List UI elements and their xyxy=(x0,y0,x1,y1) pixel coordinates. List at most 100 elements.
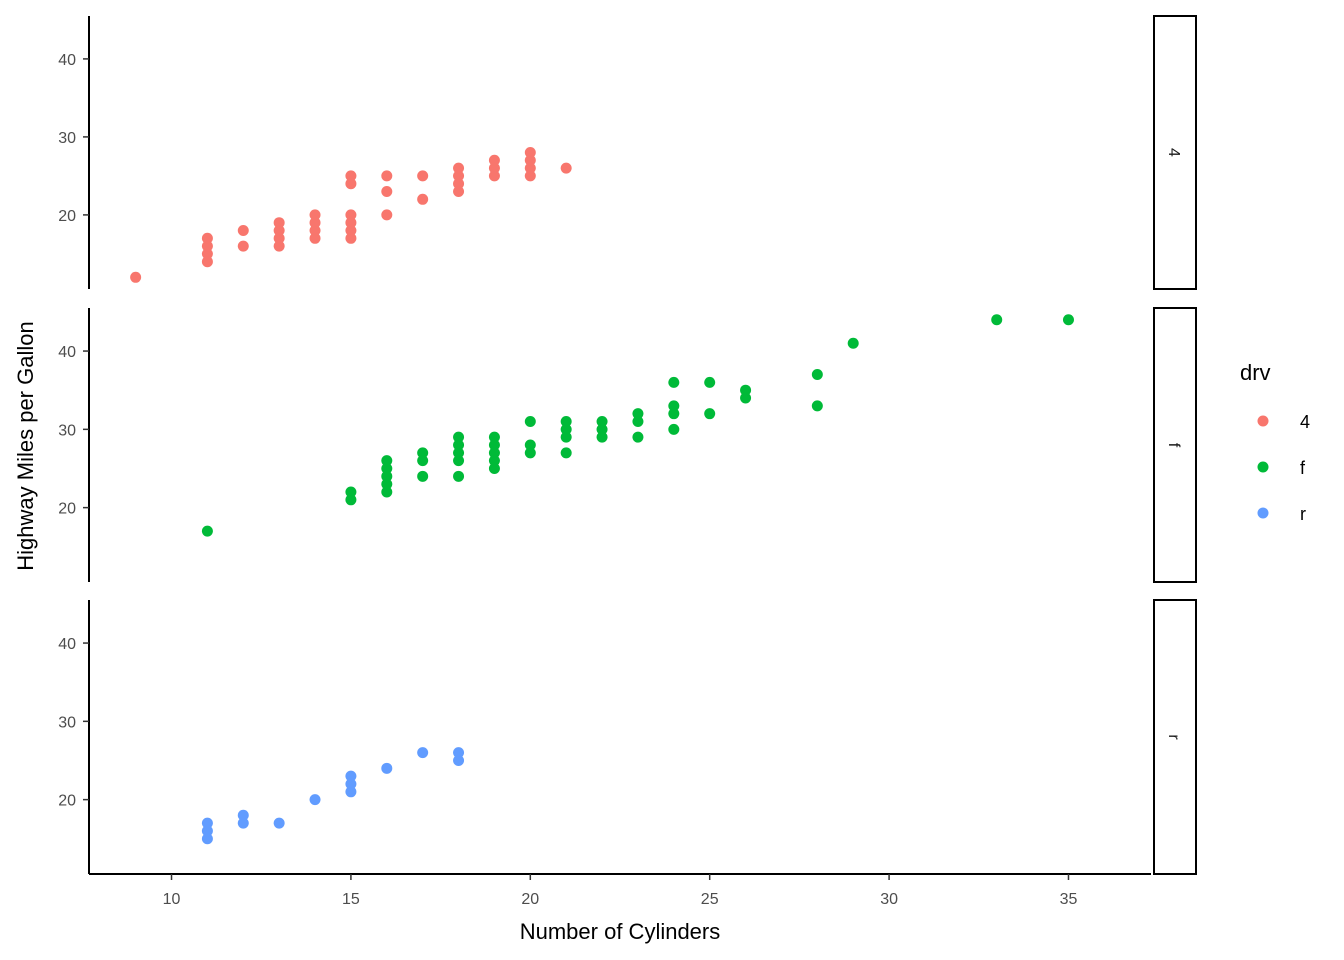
data-point-r xyxy=(237,809,249,821)
data-point-4 xyxy=(488,154,500,166)
legend-key xyxy=(1257,415,1269,427)
data-point-4 xyxy=(201,256,213,268)
data-point-r xyxy=(345,770,357,782)
x-tick-label: 15 xyxy=(342,891,360,908)
data-point-4 xyxy=(345,217,357,229)
data-point-f xyxy=(740,384,752,396)
data-point-f xyxy=(381,486,393,498)
y-tick-label: 30 xyxy=(58,714,76,731)
data-point-r xyxy=(453,747,465,759)
data-point-r xyxy=(201,833,213,845)
data-point-f xyxy=(704,408,716,420)
data-point-4 xyxy=(524,147,536,158)
legend-label: r xyxy=(1300,504,1306,524)
data-point-f xyxy=(668,423,680,435)
data-point-f xyxy=(524,439,536,451)
data-point-f xyxy=(417,447,429,459)
data-point-f xyxy=(417,470,429,482)
legend-label: f xyxy=(1300,458,1306,478)
y-tick-label: 30 xyxy=(58,422,76,439)
data-point-f xyxy=(524,447,536,459)
data-point-f xyxy=(488,439,500,451)
data-point-r xyxy=(201,825,213,837)
facet-panel-4: 20 30 40 4 xyxy=(58,15,1197,290)
facet-panel-f: 20 30 40 f xyxy=(58,307,1197,583)
y-tick-label: 40 xyxy=(58,344,76,361)
legend-key xyxy=(1257,461,1269,473)
legend-item-4: 4 xyxy=(1257,412,1310,432)
x-axis: 10 15 20 25 30 35 xyxy=(89,873,1151,908)
data-point-r xyxy=(345,786,357,798)
data-point-4 xyxy=(309,225,321,236)
data-point-f xyxy=(381,478,393,490)
data-point-r xyxy=(453,754,465,766)
facet-strip xyxy=(1153,307,1197,583)
data-point-4 xyxy=(273,240,285,252)
data-point-4 xyxy=(130,271,142,283)
data-point-f xyxy=(847,337,859,349)
y-tick-label: 40 xyxy=(58,52,76,69)
data-point-4 xyxy=(381,209,393,221)
x-tick-label: 25 xyxy=(701,891,719,908)
data-point-4 xyxy=(237,240,249,252)
data-point-f xyxy=(453,455,465,467)
x-axis-title: Number of Cylinders xyxy=(520,919,721,944)
data-point-f xyxy=(201,525,213,537)
data-point-4 xyxy=(309,232,321,244)
data-point-4 xyxy=(201,240,213,252)
data-point-f xyxy=(381,455,393,467)
facet-strip xyxy=(1153,599,1197,875)
data-point-4 xyxy=(453,178,465,190)
x-tick-label: 20 xyxy=(521,891,539,908)
data-point-4 xyxy=(417,170,429,182)
y-axis-title: Highway Miles per Gallon xyxy=(13,321,38,570)
data-point-r xyxy=(201,817,213,829)
data-point-f xyxy=(417,455,429,467)
legend-title: drv xyxy=(1240,360,1271,385)
data-point-4 xyxy=(524,154,536,166)
facet-panels: 20 30 40 4 20 30 40 f 20 30 40 r 10 15 20 25 30 35 xyxy=(58,15,1197,908)
legend: 4 f r xyxy=(1257,412,1310,524)
data-point-4 xyxy=(273,232,285,244)
x-tick-label: 35 xyxy=(1060,891,1078,908)
facet-strip-label: f xyxy=(1165,443,1182,448)
data-point-f xyxy=(668,400,680,412)
data-point-f xyxy=(740,392,752,404)
data-point-f xyxy=(668,376,680,388)
data-point-f xyxy=(596,431,608,443)
facet-strip-label: 4 xyxy=(1165,148,1182,157)
data-point-r xyxy=(381,762,393,774)
data-point-4 xyxy=(345,170,357,182)
data-point-f xyxy=(991,314,1003,326)
data-point-4 xyxy=(453,186,465,197)
data-point-f xyxy=(345,486,357,498)
data-point-4 xyxy=(453,162,465,174)
data-point-f xyxy=(345,494,357,506)
legend-label: 4 xyxy=(1300,412,1310,432)
data-point-f xyxy=(488,462,500,474)
data-point-f xyxy=(488,431,500,443)
data-point-f xyxy=(524,416,536,428)
legend-item-f: f xyxy=(1257,458,1306,478)
data-point-r xyxy=(417,747,429,759)
data-point-4 xyxy=(453,170,465,182)
data-point-f xyxy=(596,416,608,428)
facet-strip xyxy=(1153,15,1197,290)
data-point-f xyxy=(811,400,823,412)
data-point-f xyxy=(381,462,393,474)
data-point-f xyxy=(632,416,644,428)
data-point-f xyxy=(1062,314,1074,326)
data-point-r xyxy=(345,778,357,790)
data-point-f xyxy=(632,408,644,420)
data-point-4 xyxy=(201,232,213,244)
y-tick-label: 20 xyxy=(58,793,76,810)
data-point-r xyxy=(237,817,249,829)
data-point-4 xyxy=(381,186,393,197)
data-point-f xyxy=(560,416,572,428)
y-tick-label: 20 xyxy=(58,208,76,225)
data-point-r xyxy=(309,794,321,806)
data-point-f xyxy=(453,447,465,459)
x-tick-label: 10 xyxy=(163,891,181,908)
data-point-4 xyxy=(309,209,321,221)
